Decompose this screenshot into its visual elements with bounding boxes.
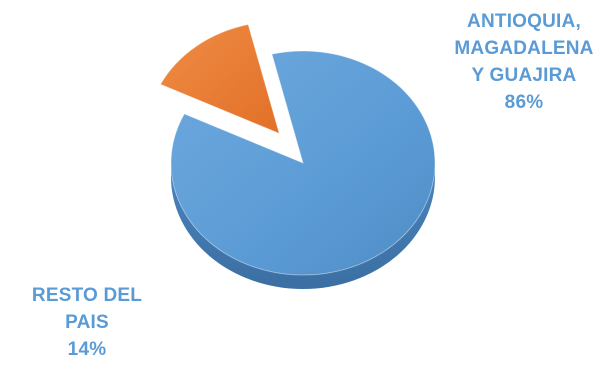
slice-value-label: 86% [504,92,544,113]
pie-slice-resto [159,23,280,135]
slice-label-line: MAGADALENA [454,38,594,59]
slice-label-main: ANTIOQUIA, MAGADALENA Y GUAJIRA 86% [436,8,612,116]
slice-label-rest: RESTO DEL PAIS 14% [12,282,162,363]
pie-slice-top [170,50,436,276]
slice-label-line: PAIS [65,312,109,333]
pie-slice-top [159,23,280,135]
slice-value-label: 14% [67,339,107,360]
slice-label-line: Y GUAJIRA [471,65,577,86]
pie-slice-antioquia [170,50,436,289]
slice-label-line: RESTO DEL [31,285,143,306]
slice-label-line: ANTIOQUIA, [467,11,581,32]
